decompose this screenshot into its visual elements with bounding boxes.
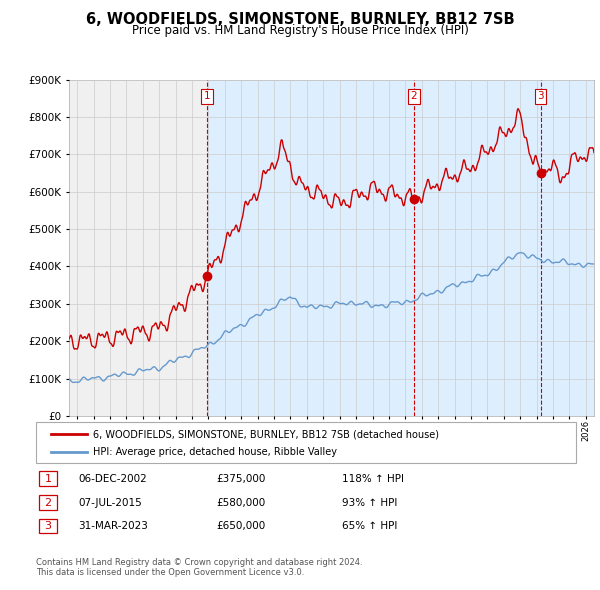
Text: £650,000: £650,000	[216, 522, 265, 531]
Text: 07-JUL-2015: 07-JUL-2015	[78, 498, 142, 507]
Text: 93% ↑ HPI: 93% ↑ HPI	[342, 498, 397, 507]
Text: 2: 2	[44, 498, 52, 507]
Text: HPI: Average price, detached house, Ribble Valley: HPI: Average price, detached house, Ribb…	[93, 447, 337, 457]
Text: Contains HM Land Registry data © Crown copyright and database right 2024.
This d: Contains HM Land Registry data © Crown c…	[36, 558, 362, 577]
Text: 6, WOODFIELDS, SIMONSTONE, BURNLEY, BB12 7SB: 6, WOODFIELDS, SIMONSTONE, BURNLEY, BB12…	[86, 12, 514, 27]
Bar	[207, 80, 413, 416]
Text: 1: 1	[204, 91, 211, 101]
Text: 118% ↑ HPI: 118% ↑ HPI	[342, 474, 404, 484]
Text: Price paid vs. HM Land Registry's House Price Index (HPI): Price paid vs. HM Land Registry's House …	[131, 24, 469, 37]
Text: £580,000: £580,000	[216, 498, 265, 507]
Text: 1: 1	[44, 474, 52, 484]
Text: 3: 3	[44, 522, 52, 531]
Bar	[541, 80, 594, 416]
Text: £375,000: £375,000	[216, 474, 265, 484]
Bar	[413, 80, 541, 416]
Text: 2: 2	[410, 91, 417, 101]
Text: 3: 3	[537, 91, 544, 101]
Text: 6, WOODFIELDS, SIMONSTONE, BURNLEY, BB12 7SB (detached house): 6, WOODFIELDS, SIMONSTONE, BURNLEY, BB12…	[93, 430, 439, 439]
Text: 06-DEC-2002: 06-DEC-2002	[78, 474, 147, 484]
Text: 65% ↑ HPI: 65% ↑ HPI	[342, 522, 397, 531]
Text: 31-MAR-2023: 31-MAR-2023	[78, 522, 148, 531]
